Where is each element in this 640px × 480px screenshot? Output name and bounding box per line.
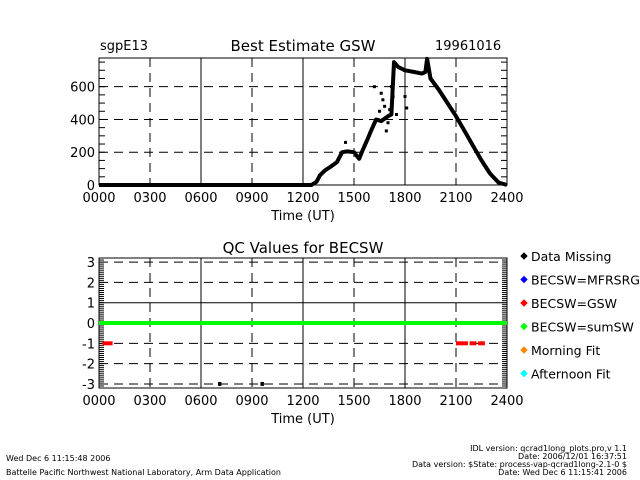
x-axis-label-1: Time (UT) [270,209,335,224]
legend-entry: Afternoon Fit [531,367,611,382]
footer-right-1: IDL version: qcrad1long_plots.pro,v 1.1 [470,444,627,453]
gsw-data-point [391,95,395,99]
site-label: sgpE13 [100,39,148,54]
gsw-data-point [405,106,409,110]
legend: Data Missing BECSW=MFRSRG BECSW=GSW BECSW=s… [520,249,640,382]
legend-entry: BECSW=MFRSRG [531,273,640,288]
x-tick-label: 1500 [337,191,370,206]
footer-date: Wed Dec 6 11:15:48 2006 [6,454,110,463]
qc-segment-becsw-sumsw [99,321,507,325]
y-tick-label: 0 [87,179,95,194]
y-tick-label: -3 [82,378,95,393]
x-tick-label: 0300 [133,191,166,206]
x-tick-label: 2400 [490,394,523,409]
gsw-data-point [403,95,407,99]
y-tick-label: 600 [70,81,95,96]
qc-segment-data-missing [260,381,264,386]
qc-segment-becsw-gsw [478,341,485,346]
qc-segment-becsw-gsw [102,341,113,346]
y-tick-label: 200 [70,146,95,161]
x-tick-label: 0000 [82,191,115,206]
chart-title-2: QC Values for BECSW [223,239,384,257]
legend-marker-icon [520,299,528,307]
x-tick-label: 1200 [286,191,319,206]
gsw-data-point [378,109,381,113]
legend-entry: Morning Fit [531,343,600,358]
y-tick-label: 400 [70,113,95,128]
x-tick-label: 2100 [439,191,472,206]
x-tick-label: 1800 [388,191,421,206]
gsw-data-point [383,104,387,108]
x-tick-label: 0000 [82,394,115,409]
x-axis-label-2: Time (UT) [270,412,335,427]
gsw-data-point [388,108,392,112]
legend-marker-icon [520,322,528,331]
gsw-data-point [384,129,388,133]
x-tick-label: 1800 [388,394,421,409]
x-tick-label: 0600 [184,191,217,206]
y-tick-label: 1 [87,297,95,312]
x-tick-label: 2100 [439,394,472,409]
y-tick-label: -2 [82,358,95,373]
x-tick-label: 0300 [133,394,166,409]
footer-right-2: Date: 2006/12/01 16:37:51 [518,452,627,461]
x-tick-label: 0900 [235,394,268,409]
qc-segment-becsw-gsw [456,341,468,346]
legend-marker-icon [520,275,528,284]
gsw-data-point [376,117,380,121]
gsw-data-point [386,121,390,125]
x-tick-label: 1200 [286,394,319,409]
chart-title-1: Best Estimate GSW [231,37,376,55]
x-tick-label: 2400 [490,191,523,206]
y-tick-label: 2 [87,276,95,291]
gsw-series-line [99,56,508,187]
legend-entry: Data Missing [531,249,611,264]
legend-marker-icon [520,346,528,354]
date-label: 19961016 [435,39,501,54]
legend-entry: BECSW=GSW [531,296,617,311]
gsw-data-point [381,98,385,102]
gsw-data-point [379,91,383,95]
plot-gsw: 0000 0300 0600 0900 1200 1500 1800 2100 2400 0 200… [70,56,524,206]
gsw-data-point [372,85,376,89]
footer-right-3: Data version: $State: process-vap-qcrad1… [412,460,627,469]
legend-entry: BECSW=sumSW [531,320,634,335]
y-tick-label: 3 [87,256,95,271]
x-tick-label: 0600 [184,394,217,409]
y-tick-label: 0 [87,317,95,332]
qc-segment-becsw-gsw [469,341,477,346]
footer-org: Battelle Pacific Northwest National Labo… [6,468,281,477]
gsw-data-point [344,140,347,144]
gsw-data-point [389,85,393,89]
plot-qc: 0000 0300 0600 0900 1200 1500 1800 2100 2400 3 2 1 0… [82,256,524,409]
gsw-data-point [395,113,398,117]
qc-segment-data-missing [218,381,222,386]
footer-right-4: Date: Wed Dec 6 11:15:41 2006 [498,468,627,477]
x-tick-label: 1500 [337,394,370,409]
x-tick-label: 0900 [235,191,268,206]
legend-marker-icon [520,369,528,378]
legend-marker-icon [520,252,528,260]
y-tick-label: -1 [82,337,95,352]
